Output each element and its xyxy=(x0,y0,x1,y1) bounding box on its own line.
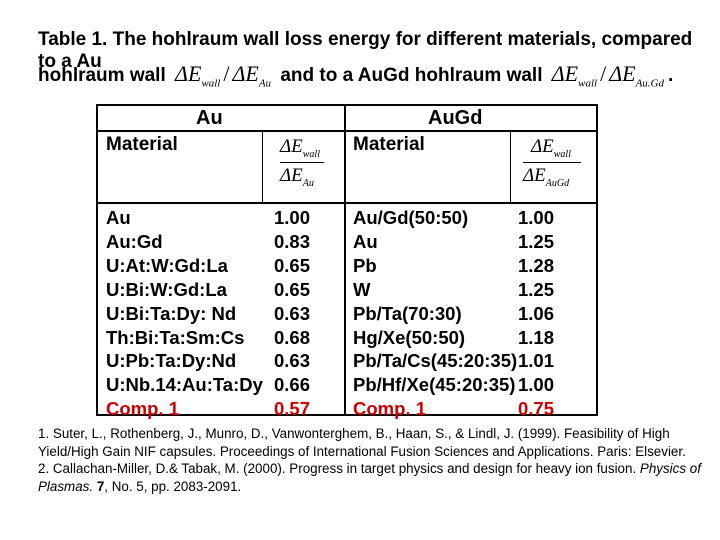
table-cell: Au xyxy=(353,230,378,252)
column-header-rule xyxy=(98,202,596,204)
right-material-column: Au/Gd(50:50) Au Pb W Pb/Ta(70:30) Hg/Xe(… xyxy=(353,206,517,421)
table-cell: 0.66 xyxy=(274,374,311,396)
table-cell: U:Bi:Ta:Dy: Nd xyxy=(106,302,237,324)
group-header-rule xyxy=(98,130,596,132)
table-cell: Au xyxy=(106,207,131,228)
table-cell: Pb xyxy=(353,254,377,276)
table-caption-line2: hohlraum wall ΔEwall / ΔEAu and to a AuGd … xyxy=(38,60,673,97)
table-cell: 1.06 xyxy=(518,302,555,324)
reference-2: 2. Callachan-Miller, D.& Tabak, M. (2000… xyxy=(38,461,701,494)
table-cell: Hg/Xe(50:50) xyxy=(353,326,466,348)
material-header-left: Material xyxy=(106,134,178,155)
center-divider xyxy=(344,106,346,414)
table-cell: U:Bi:W:Gd:La xyxy=(106,278,227,300)
group-header-au: Au xyxy=(196,107,223,129)
left-material-column: Au Au:Gd U:At:W:Gd:La U:Bi:W:Gd:La U:Bi:… xyxy=(106,206,263,421)
left-value-column: 1.00 0.83 0.65 0.65 0.63 0.68 0.63 0.66 … xyxy=(274,206,310,421)
table-cell: U:Nb.14:Au:Ta:Dy xyxy=(106,374,263,396)
table-cell: 1.00 xyxy=(518,374,555,396)
reference-1: 1. Suter, L., Rothenberg, J., Munro, D.,… xyxy=(38,426,686,459)
table-cell: Pb/Ta(70:30) xyxy=(353,302,462,324)
caption-prefix: hohlraum wall xyxy=(38,65,166,86)
table-cell: 1.01 xyxy=(518,350,555,372)
au-ratio-formula: ΔEwall / ΔEAu xyxy=(175,61,272,90)
table-cell: 0.63 xyxy=(274,350,311,372)
references: 1. Suter, L., Rothenberg, J., Munro, D.,… xyxy=(38,425,710,495)
table-cell: 1.00 xyxy=(518,207,555,228)
ratio-header-left: ΔEwall ΔEAu xyxy=(280,136,324,189)
caption-end: . xyxy=(667,65,674,86)
table-cell: 1.28 xyxy=(518,254,555,276)
table-cell: 0.68 xyxy=(274,326,311,348)
augd-ratio-formula: ΔEwall / ΔEAu.Gd xyxy=(551,61,664,90)
volume-number: 7 xyxy=(96,478,105,494)
table-cell: Th:Bi:Ta:Sm:Cs xyxy=(106,326,245,348)
table-cell-highlight: 0.75 xyxy=(518,398,555,420)
table-cell: 1.25 xyxy=(518,230,555,252)
table-cell: W xyxy=(353,278,371,300)
material-header-right: Material xyxy=(353,134,425,155)
table-cell: U:At:W:Gd:La xyxy=(106,254,228,276)
table-cell-highlight: Comp. 1 xyxy=(353,398,426,420)
right-ratio-divider xyxy=(510,132,511,204)
table-cell: 1.00 xyxy=(274,207,311,228)
table-cell: Pb/Ta/Cs(45:20:35) xyxy=(353,350,518,372)
table-cell: U:Pb:Ta:Dy:Nd xyxy=(106,350,237,372)
journal-name: Physics of Plasmas. xyxy=(38,461,701,494)
table-cell: Au/Gd(50:50) xyxy=(353,207,469,228)
table-cell: 0.63 xyxy=(274,302,311,324)
table-cell: 0.83 xyxy=(274,230,311,252)
caption-mid: and to a AuGd hohlraum wall xyxy=(280,65,543,86)
table-cell: 1.18 xyxy=(518,326,555,348)
table-cell-highlight: 0.57 xyxy=(274,398,311,420)
group-header-augd: AuGd xyxy=(428,107,483,129)
left-ratio-divider xyxy=(262,132,263,204)
materials-table: Au AuGd Material Material ΔEwall ΔEAu ΔE… xyxy=(96,104,598,419)
right-value-column: 1.00 1.25 1.28 1.25 1.06 1.18 1.01 1.00 … xyxy=(518,206,554,421)
table-cell: 0.65 xyxy=(274,254,311,276)
table-cell: Pb/Hf/Xe(45:20:35) xyxy=(353,374,516,396)
table-caption-line1: Table 1. The hohlraum wall loss energy f… xyxy=(38,29,693,72)
table-cell: 1.25 xyxy=(518,278,555,300)
table-cell: Au:Gd xyxy=(106,230,163,252)
table-cell: 0.65 xyxy=(274,278,311,300)
ratio-header-right: ΔEwall ΔEAuGd xyxy=(523,136,581,189)
table-cell-highlight: Comp. 1 xyxy=(106,398,179,420)
